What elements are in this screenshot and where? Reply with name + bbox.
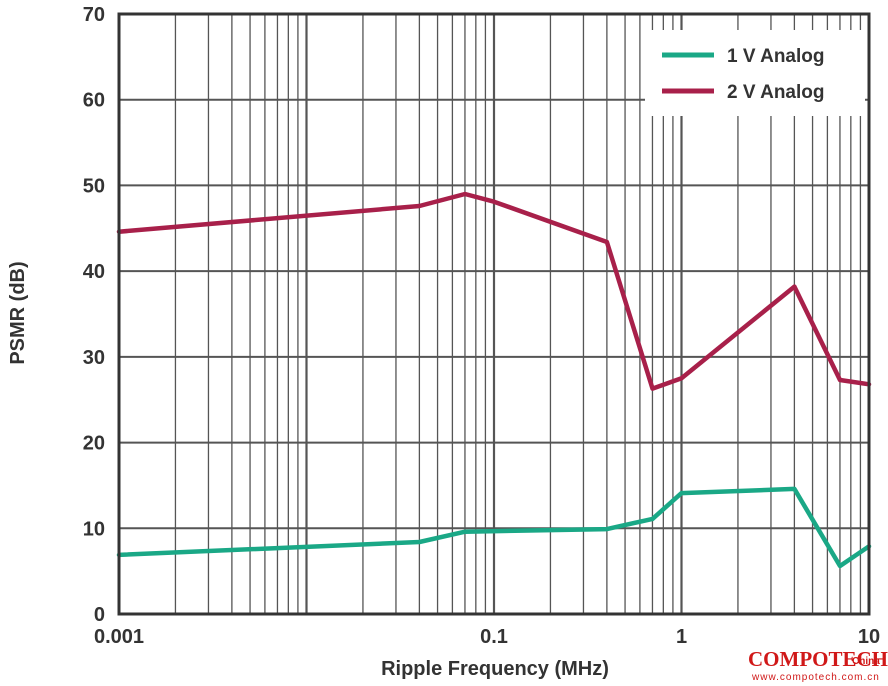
y-tick-label: 30 [83, 347, 105, 369]
y-tick-label: 10 [83, 518, 105, 540]
legend-box [645, 30, 865, 116]
series-line-2v-analog [116, 191, 872, 391]
watermark-url: www.compotech.com.cn [751, 672, 880, 683]
y-tick-label: 40 [83, 261, 105, 283]
x-tick-label: 1 [676, 626, 687, 648]
tick-labels: 0.001 0.1 1 10 0 10 20 30 40 50 60 70 [83, 4, 880, 648]
watermark-brand: COMPOTECH [748, 647, 888, 671]
x-axis-label: Ripple Frequency (MHz) [381, 658, 609, 680]
y-tick-label: 0 [94, 604, 105, 626]
x-tick-label: 0.001 [94, 626, 144, 648]
y-tick-label: 20 [83, 433, 105, 455]
legend: 1 V Analog 2 V Analog [645, 30, 865, 116]
legend-label-2v: 2 V Analog [727, 82, 824, 103]
legend-label-1v: 1 V Analog [727, 46, 824, 67]
y-axis-label: PSMR (dB) [7, 261, 29, 364]
x-tick-label: 0.1 [480, 626, 508, 648]
watermark-sub: China [852, 656, 880, 667]
y-tick-label: 70 [83, 4, 105, 26]
y-tick-label: 50 [83, 175, 105, 197]
x-tick-label: 10 [858, 626, 880, 648]
y-tick-label: 60 [83, 90, 105, 112]
compotech-watermark: COMPOTECH China www.compotech.com.cn [748, 647, 888, 683]
plot-frame [117, 12, 871, 616]
